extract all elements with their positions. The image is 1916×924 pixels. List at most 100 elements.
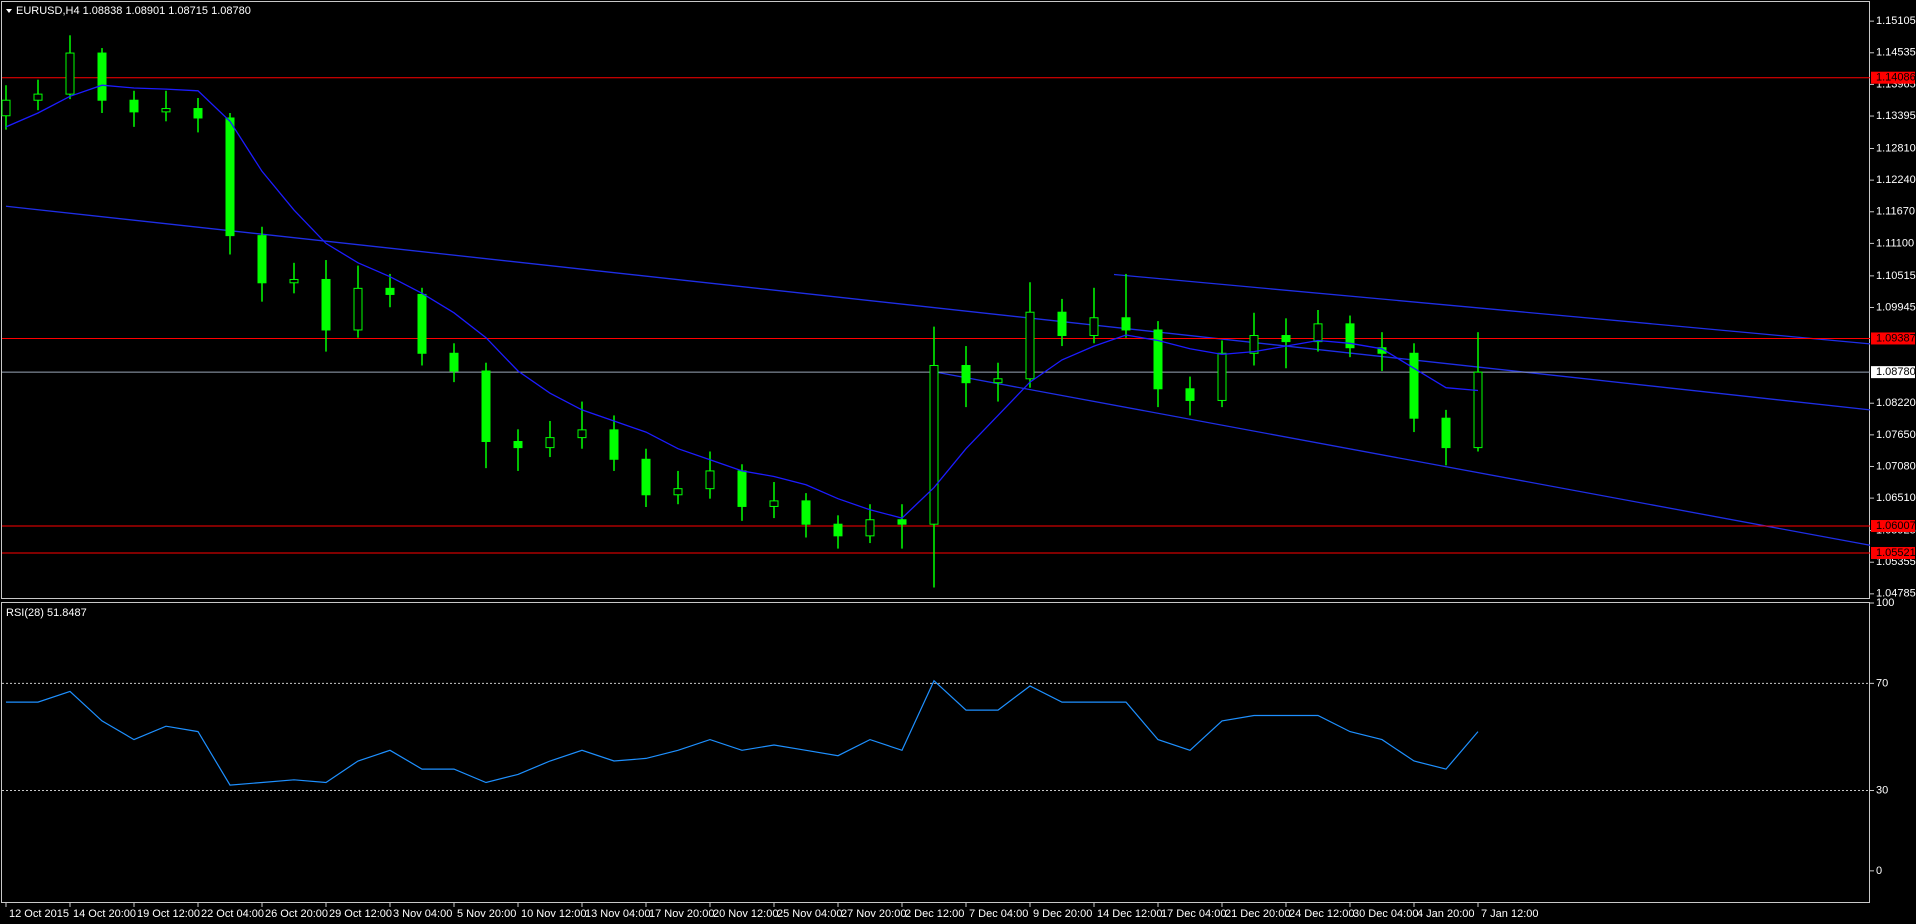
x-tick-label: 2 Dec 12:00 [905,908,964,920]
candle-body [1,99,11,117]
y-tick-label: 1.08220 [1876,397,1916,409]
x-tick-label: 19 Oct 12:00 [137,908,200,920]
trend-line [929,370,1871,546]
y-tick-label: 100 [1876,597,1894,609]
level-label-box [1871,332,1915,345]
candle-body [321,278,331,331]
candle-body [673,488,683,496]
candle-body [1249,335,1259,354]
candle-body [1121,317,1131,331]
x-tick-label: 14 Dec 12:00 [1097,908,1162,920]
candle-body [609,429,619,460]
candle-body [801,500,811,525]
level-label-box [1871,71,1915,84]
x-tick-label: 30 Dec 04:00 [1353,908,1418,920]
y-tick-label: 1.14535 [1876,47,1916,59]
main-panel-border [1,1,1870,599]
candle-body [865,519,875,537]
moving-average [5,84,1479,519]
x-tick-label: 7 Jan 12:00 [1481,908,1539,920]
rsi-title: RSI(28) 51.8487 [6,607,87,619]
x-tick-label: 7 Dec 04:00 [969,908,1028,920]
candle-body [1441,417,1451,449]
x-tick-label: 3 Nov 04:00 [393,908,452,920]
x-tick-label: 4 Jan 20:00 [1417,908,1475,920]
y-tick-label: 1.05355 [1876,556,1916,568]
candle-body [1025,311,1035,380]
x-tick-label: 25 Nov 04:00 [777,908,842,920]
x-tick-label: 22 Oct 04:00 [201,908,264,920]
x-tick-label: 17 Dec 04:00 [1161,908,1226,920]
y-tick-label: 1.12810 [1876,142,1916,154]
current-price-box [1871,366,1915,379]
x-tick-label: 12 Oct 2015 [9,908,69,920]
y-tick-label: 1.06510 [1876,492,1916,504]
trend-line [1113,273,1871,345]
candle-body [577,429,587,439]
current-price-label: 1.08780 [1876,366,1916,378]
candle-body [1217,352,1227,401]
candle-body [129,99,139,113]
candle-body [1281,335,1291,343]
candle-body [929,364,939,525]
candle-body [161,108,171,113]
candle-body [993,378,1003,384]
y-tick-label: 1.09945 [1876,301,1916,313]
candle-body [1153,329,1163,390]
candle-body [641,458,651,496]
candle-body [705,470,715,490]
trend-line [5,205,1871,411]
x-tick-label: 13 Nov 04:00 [585,908,650,920]
candle-body [769,500,779,507]
candle-body [481,370,491,443]
level-label-box [1871,520,1915,533]
candle-body [961,364,971,384]
x-tick-label: 24 Dec 12:00 [1289,908,1354,920]
y-tick-label: 1.11670 [1876,206,1915,218]
x-tick-label: 9 Dec 20:00 [1033,908,1092,920]
candle-body [257,235,267,284]
candle-body [65,52,75,95]
candle-body [97,52,107,101]
y-tick-label: 1.07080 [1876,460,1916,472]
x-tick-label: 5 Nov 20:00 [457,908,516,920]
candle-body [1473,371,1483,449]
y-tick-label: 1.11100 [1876,237,1914,249]
level-label: 1.06007 [1876,520,1916,532]
candle-body [737,470,747,507]
y-tick-label: 1.15105 [1876,15,1916,27]
candle-body [385,287,395,295]
candle-body [353,287,363,331]
candle-body [1313,323,1323,343]
rsi-line [6,679,1479,786]
candle-body [833,523,843,537]
x-tick-label: 20 Nov 12:00 [713,908,778,920]
level-label: 1.14086 [1876,72,1916,84]
level-label-box [1871,546,1915,559]
menu-arrow[interactable] [6,9,12,13]
y-tick-label: 1.04785 [1876,588,1916,600]
x-tick-label: 27 Nov 20:00 [841,908,906,920]
x-tick-label: 21 Dec 20:00 [1225,908,1290,920]
x-tick-label: 14 Oct 20:00 [73,908,136,920]
y-tick-label: 70 [1876,677,1888,689]
x-tick-label: 17 Nov 20:00 [649,908,714,920]
candle-body [417,293,427,354]
y-tick-label: 1.12240 [1876,174,1916,186]
level-label: 1.05521 [1876,547,1916,559]
y-tick-label: 1.07650 [1876,429,1916,441]
candle-body [1089,317,1099,337]
candle-body [1185,388,1195,401]
candle-body [545,437,555,449]
x-tick-label: 26 Oct 20:00 [265,908,328,920]
main-title: EURUSD,H4 1.08838 1.08901 1.08715 1.0878… [16,5,251,17]
x-tick-label: 29 Oct 12:00 [329,908,392,920]
y-tick-label: 30 [1876,784,1888,796]
candle-body [897,519,907,525]
candle-body [1345,323,1355,349]
candle-body [33,93,43,101]
candle-body [193,108,203,119]
x-tick-label: 10 Nov 12:00 [521,908,586,920]
